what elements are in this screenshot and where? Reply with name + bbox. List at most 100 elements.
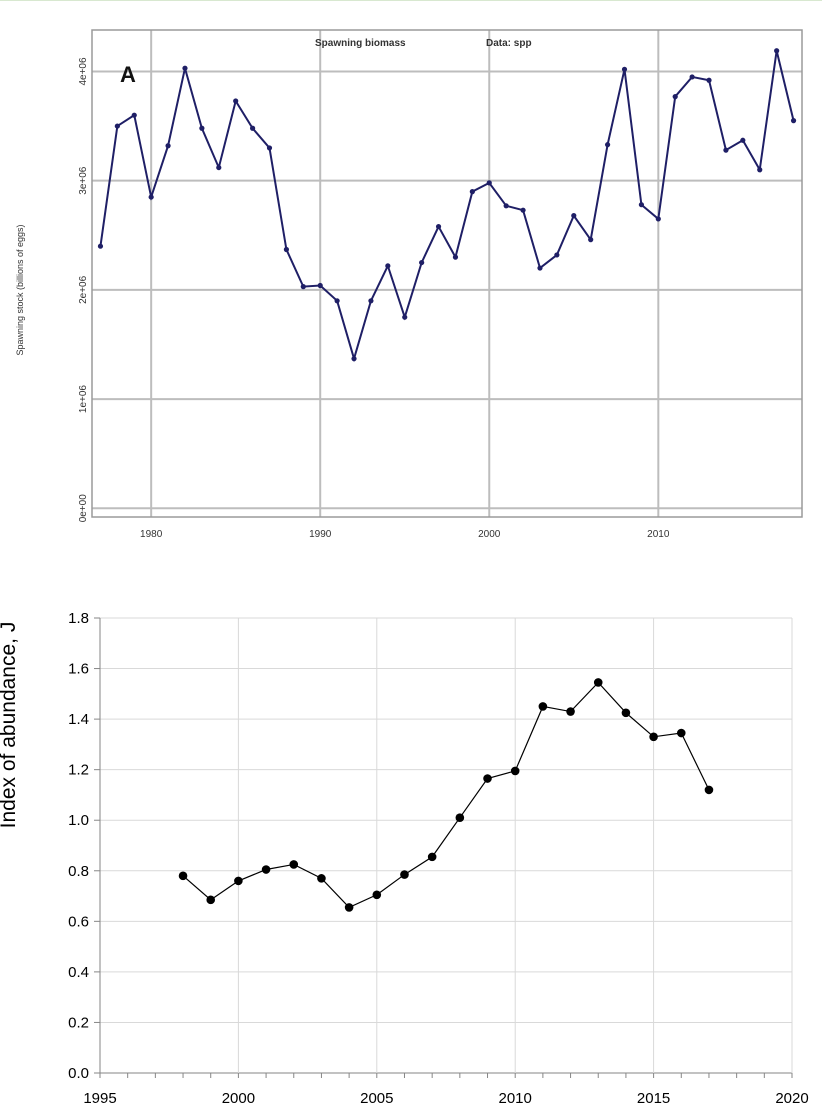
chart-a-y-tick-label: 3e+06 <box>78 166 89 195</box>
chart-b-y-tick-label: 0.4 <box>68 964 89 981</box>
chart-a-y-axis-label: Spawning stock (billions of eggs) <box>15 224 25 355</box>
spawning-biomass-chart: 1980 1990 2000 2010 0e+00 1e+06 2e+06 3e+06 4e+0… <box>15 29 803 540</box>
chart-b-data-point <box>676 728 686 738</box>
chart-b-data-point <box>317 874 326 883</box>
chart-a-data-point <box>757 167 763 173</box>
chart-b-data-point <box>372 890 382 900</box>
chart-b-data-point <box>427 852 437 862</box>
chart-b-data-point <box>704 785 714 795</box>
chart-a-gridlines <box>92 30 802 517</box>
chart-b-y-tick-label: 1.6 <box>68 661 89 678</box>
chart-a-data-point <box>740 137 746 143</box>
chart-a-data-point <box>385 263 391 269</box>
chart-a-y-tick-label: 0e+00 <box>78 494 89 523</box>
chart-a-data-point <box>723 147 729 153</box>
chart-a-data-point <box>97 243 104 249</box>
chart-a-data-point <box>655 216 661 222</box>
chart-a-data-point <box>486 180 492 186</box>
chart-a-data-point <box>774 48 780 54</box>
chart-b-data-point <box>510 766 520 776</box>
chart-a-data-point <box>131 112 137 118</box>
chart-a-data-point <box>419 259 425 266</box>
chart-b-y-tick-label: 0.2 <box>68 1014 89 1031</box>
chart-b-tick-labels: 0.0 0.2 0.4 0.6 0.8 1.0 1.2 1.4 1.6 1.8 1995 2000 20… <box>68 610 809 1107</box>
chart-a-data-point <box>402 314 408 320</box>
chart-b-data-point <box>483 774 492 783</box>
chart-b-data-point <box>289 860 299 869</box>
chart-a-data-point <box>233 98 239 104</box>
chart-a-data-point <box>435 223 442 230</box>
chart-b-x-tick-label: 2020 <box>775 1090 808 1107</box>
chart-b-gridlines <box>94 617 793 1078</box>
chart-b-y-tick-label: 0.8 <box>68 863 89 880</box>
abundance-index-chart: 0.0 0.2 0.4 0.6 0.8 1.0 1.2 1.4 1.6 1.8 1995 2000 20… <box>0 610 809 1107</box>
chart-a-data-point <box>706 77 712 83</box>
chart-a-title: Spawning biomass <box>315 38 406 49</box>
chart-a-data-point <box>604 142 611 148</box>
chart-a-data-point <box>266 145 273 151</box>
chart-a-data-point <box>334 298 340 304</box>
chart-b-data-point <box>566 707 575 716</box>
chart-a-y-tick-label: 2e+06 <box>78 275 89 304</box>
chart-b-x-tick-label: 2005 <box>360 1090 393 1107</box>
chart-a-data-point <box>182 65 188 71</box>
chart-b-data-point <box>344 903 354 912</box>
chart-b-y-axis-label: Index of abundance, J <box>0 622 20 829</box>
chart-b-y-tick-label: 1.8 <box>68 610 89 627</box>
chart-a-data-point <box>165 143 171 149</box>
chart-a-data-point <box>588 237 594 243</box>
chart-a-data-point <box>689 74 695 80</box>
chart-a-data-point <box>621 66 628 72</box>
chart-a-data-point <box>469 189 475 195</box>
chart-b-y-tick-label: 1.4 <box>68 711 89 728</box>
chart-a-data-point <box>249 125 256 131</box>
chart-a-data-point <box>672 94 678 100</box>
chart-a-data-point <box>283 246 290 253</box>
chart-b-data-point <box>538 702 548 711</box>
chart-a-data-point <box>452 254 459 260</box>
chart-a-data-point <box>114 123 120 129</box>
chart-b-y-tick-label: 0.0 <box>68 1065 89 1082</box>
chart-a-data-point <box>571 213 577 219</box>
chart-a-data-point <box>520 207 526 213</box>
chart-a-data-point <box>148 194 154 200</box>
chart-b-y-tick-label: 1.2 <box>68 762 89 779</box>
chart-a-x-tick-label: 2010 <box>647 529 670 540</box>
chart-b-x-tick-label: 1995 <box>83 1090 116 1107</box>
chart-a-panel-label: A <box>120 62 136 87</box>
chart-a-data-point <box>537 265 543 271</box>
top-border-line <box>0 0 822 7</box>
chart-a-plot-frame <box>91 29 803 518</box>
chart-a-series-line <box>99 50 795 363</box>
chart-a-data-point <box>554 252 560 258</box>
chart-b-points <box>178 678 714 912</box>
chart-b-y-tick-label: 0.6 <box>68 913 89 930</box>
chart-b-data-point <box>649 732 658 742</box>
chart-a-data-point <box>216 164 222 171</box>
chart-a-y-tick-label: 1e+06 <box>78 385 89 414</box>
chart-a-data-point <box>790 118 797 124</box>
chart-a-data-point <box>503 203 509 209</box>
chart-b-data-point <box>455 813 465 822</box>
chart-b-data-point <box>261 865 271 874</box>
chart-a-data-point <box>638 202 645 208</box>
chart-b-data-point <box>593 678 603 687</box>
chart-a-subtitle: Data: spp <box>486 38 532 49</box>
chart-a-x-tick-label: 2000 <box>478 529 501 540</box>
chart-b-data-point <box>206 895 216 905</box>
chart-a-data-point <box>199 125 205 131</box>
chart-b-y-tick-label: 1.0 <box>68 812 89 829</box>
chart-b-data-point <box>178 871 188 881</box>
chart-b-data-point <box>400 870 409 879</box>
chart-a-points <box>97 48 797 362</box>
chart-b-series-line <box>182 681 710 909</box>
chart-b-data-point <box>621 708 631 718</box>
chart-a-x-tick-label: 1990 <box>309 529 332 540</box>
chart-b-x-tick-label: 2000 <box>222 1090 255 1107</box>
chart-a-x-tick-label: 1980 <box>140 529 163 540</box>
chart-a-data-point <box>317 282 323 289</box>
chart-b-data-point <box>234 876 243 886</box>
chart-a-data-point <box>300 284 306 290</box>
chart-a-y-tick-label: 4e+06 <box>78 57 89 86</box>
chart-b-x-tick-label: 2015 <box>637 1090 670 1107</box>
